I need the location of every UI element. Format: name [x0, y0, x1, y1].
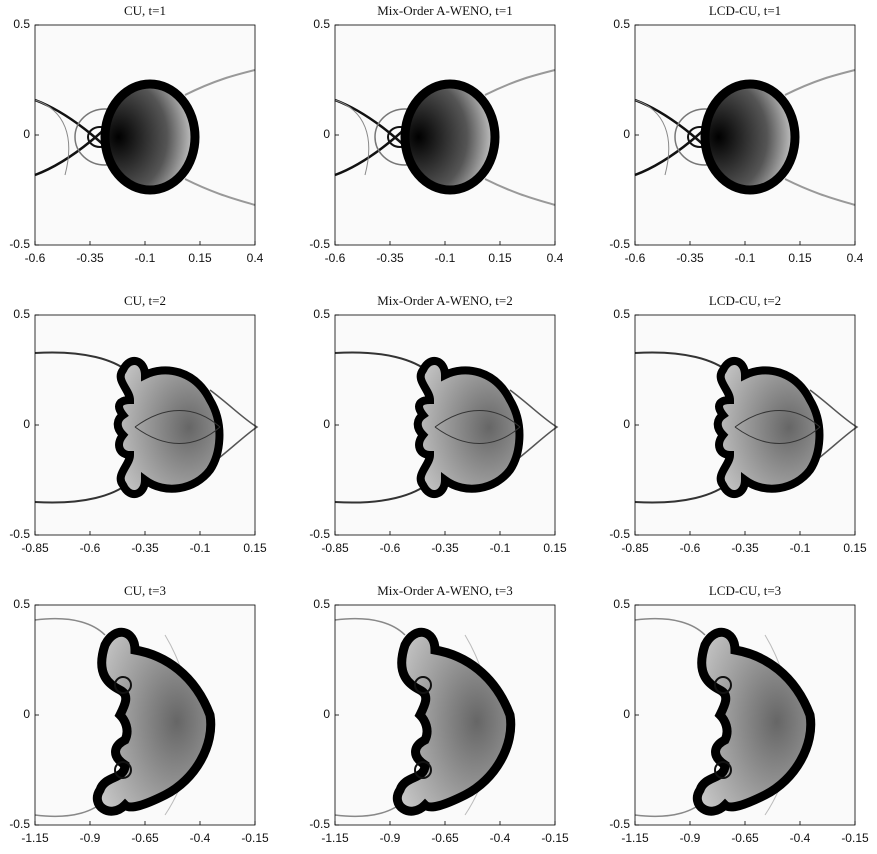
panel: CU, t=1 -0.6 -0.35 -0.1 0.15 0.4 -0.5 0 0.5	[9, 3, 263, 265]
x-tick-label: -0.6	[680, 541, 701, 555]
x-tick-label: 0.15	[488, 251, 512, 265]
panel-title: CU, t=1	[124, 3, 166, 18]
y-tick-label: -0.5	[609, 817, 630, 831]
y-tick-label: 0	[623, 127, 630, 141]
x-tick-label: -0.1	[490, 541, 511, 555]
y-tick-label: -0.5	[609, 527, 630, 541]
x-tick-label: -0.4	[490, 831, 511, 845]
x-tick-label: 0.4	[847, 251, 864, 265]
x-tick-label: -0.15	[541, 831, 569, 845]
x-tick-label: -0.6	[25, 251, 46, 265]
x-tick-label: -0.6	[380, 541, 401, 555]
y-tick-label: -0.5	[9, 527, 30, 541]
y-tick-label: -0.5	[309, 237, 330, 251]
x-tick-label: -0.35	[131, 541, 159, 555]
panel: Mix-Order A-WENO, t=1 -0.6 -0.35 -0.1 0.15 0.…	[309, 3, 563, 265]
x-tick-label: -0.1	[735, 251, 756, 265]
y-tick-label: 0.5	[313, 597, 330, 611]
x-tick-label: -0.1	[790, 541, 811, 555]
panel: LCD-CU, t=2 -0.85 -0.6 -0.35 -0.1 0.15 -0.5 0 0.…	[609, 293, 867, 555]
x-tick-label: -1.15	[621, 831, 649, 845]
x-tick-label: -0.65	[731, 831, 759, 845]
bubble	[105, 84, 195, 190]
x-tick-label: -0.35	[731, 541, 759, 555]
panel: CU, t=2 -0.85 -0.6 -0.35 -0.1 0.15 -0.5 0 0.5	[9, 293, 267, 555]
panel: CU, t=3 -1.15 -0.9 -0.65 -0.4 -0.15 -0.5 0 0.5	[9, 583, 269, 845]
panel-title: Mix-Order A-WENO, t=1	[377, 3, 513, 18]
x-tick-label: 0.15	[243, 541, 267, 555]
panel: LCD-CU, t=3 -1.15 -0.9 -0.65 -0.4 -0.15 -0.5 0 0…	[609, 583, 869, 845]
y-tick-label: -0.5	[309, 817, 330, 831]
x-tick-label: -0.9	[380, 831, 401, 845]
x-tick-label: -0.4	[790, 831, 811, 845]
panel-title: LCD-CU, t=2	[709, 293, 781, 308]
figure: CU, t=1-0.6-0.35-0.10.150.4-0.500.5Mix-O…	[0, 0, 877, 854]
x-tick-label: 0.4	[547, 251, 564, 265]
x-tick-label: -0.35	[431, 541, 459, 555]
x-tick-label: -0.85	[321, 541, 349, 555]
y-tick-label: 0	[323, 127, 330, 141]
x-tick-label: -0.6	[325, 251, 346, 265]
x-tick-label: -0.1	[435, 251, 456, 265]
x-tick-label: -0.65	[131, 831, 159, 845]
y-tick-label: 0	[623, 707, 630, 721]
x-tick-label: -1.15	[321, 831, 349, 845]
panel-title: LCD-CU, t=1	[709, 3, 781, 18]
x-tick-label: -0.85	[621, 541, 649, 555]
x-tick-label: -0.35	[376, 251, 404, 265]
y-tick-label: 0.5	[13, 17, 30, 31]
y-tick-label: -0.5	[309, 527, 330, 541]
panel-title: LCD-CU, t=3	[709, 583, 781, 598]
x-tick-label: 0.15	[788, 251, 812, 265]
panel-title: CU, t=3	[124, 583, 166, 598]
x-tick-label: -0.4	[190, 831, 211, 845]
x-tick-label: 0.4	[247, 251, 264, 265]
panel-title: Mix-Order A-WENO, t=3	[377, 583, 513, 598]
panel: Mix-Order A-WENO, t=3 -1.15 -0.9 -0.65 -0.4 -…	[309, 583, 569, 845]
y-tick-label: 0.5	[13, 307, 30, 321]
x-tick-label: -1.15	[21, 831, 49, 845]
y-tick-label: 0.5	[13, 597, 30, 611]
x-tick-label: 0.15	[843, 541, 867, 555]
x-tick-label: -0.6	[625, 251, 646, 265]
x-tick-label: -0.9	[80, 831, 101, 845]
x-tick-label: -0.35	[76, 251, 104, 265]
bubble	[405, 84, 495, 190]
x-tick-label: -0.85	[21, 541, 49, 555]
y-tick-label: 0.5	[613, 597, 630, 611]
y-tick-label: 0	[323, 417, 330, 431]
y-tick-label: 0	[623, 417, 630, 431]
y-tick-label: 0	[23, 417, 30, 431]
y-tick-label: 0	[323, 707, 330, 721]
y-tick-label: 0	[23, 127, 30, 141]
panel: LCD-CU, t=1 -0.6 -0.35 -0.1 0.15 0.4 -0.5 0 0.5	[609, 3, 863, 265]
panel-title: CU, t=2	[124, 293, 166, 308]
y-tick-label: -0.5	[9, 237, 30, 251]
x-tick-label: -0.6	[80, 541, 101, 555]
x-tick-label: 0.15	[188, 251, 212, 265]
panel-title: Mix-Order A-WENO, t=2	[377, 293, 513, 308]
x-tick-label: -0.9	[680, 831, 701, 845]
y-tick-label: -0.5	[9, 817, 30, 831]
y-tick-label: 0.5	[613, 307, 630, 321]
y-tick-label: -0.5	[609, 237, 630, 251]
panel: Mix-Order A-WENO, t=2 -0.85 -0.6 -0.35 -0.1 0…	[309, 293, 567, 555]
y-tick-label: 0.5	[313, 307, 330, 321]
x-tick-label: -0.1	[135, 251, 156, 265]
x-tick-label: -0.15	[241, 831, 269, 845]
x-tick-label: -0.35	[676, 251, 704, 265]
x-tick-label: -0.1	[190, 541, 211, 555]
y-tick-label: 0.5	[313, 17, 330, 31]
y-tick-label: 0	[23, 707, 30, 721]
bubble	[705, 84, 795, 190]
x-tick-label: -0.15	[841, 831, 869, 845]
x-tick-label: 0.15	[543, 541, 567, 555]
y-tick-label: 0.5	[613, 17, 630, 31]
x-tick-label: -0.65	[431, 831, 459, 845]
